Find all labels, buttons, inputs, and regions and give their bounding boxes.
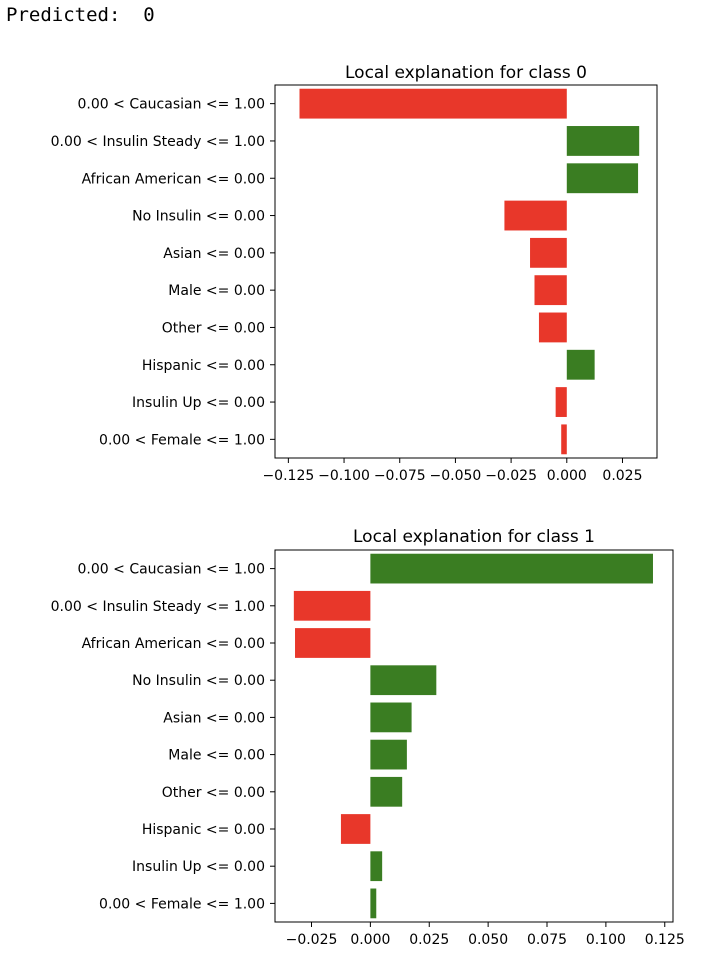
category-label: Male <= 0.00	[168, 283, 265, 299]
bar	[530, 237, 567, 268]
x-tick-label: 0.000	[350, 932, 390, 948]
chart-title: Local explanation for class 0	[345, 63, 587, 83]
category-label: Other <= 0.00	[162, 785, 265, 801]
category-label: 0.00 < Caucasian <= 1.00	[78, 97, 265, 113]
bar	[370, 665, 437, 696]
x-tick-label: 0.025	[409, 932, 449, 948]
x-tick-label: −0.100	[318, 468, 370, 484]
category-label: 0.00 < Female <= 1.00	[99, 432, 265, 448]
category-label: 0.00 < Insulin Steady <= 1.00	[51, 599, 265, 615]
category-label: Hispanic <= 0.00	[142, 822, 265, 838]
axes-frame	[274, 84, 658, 459]
bar	[370, 553, 653, 584]
x-tick-label: 0.100	[586, 932, 626, 948]
predicted-line: Predicted: 0	[6, 4, 155, 26]
x-tick-label: 0.000	[547, 468, 587, 484]
bar	[555, 387, 567, 417]
x-tick-label: 0.050	[468, 932, 508, 948]
category-label: Hispanic <= 0.00	[142, 358, 265, 374]
bar	[370, 702, 412, 733]
bar	[370, 888, 377, 919]
category-label: Other <= 0.00	[162, 320, 265, 336]
bar	[566, 349, 595, 380]
bar	[561, 424, 567, 455]
bar	[566, 126, 640, 156]
axes-frame	[274, 549, 674, 923]
x-tick-label: −0.025	[485, 468, 537, 484]
category-label: 0.00 < Female <= 1.00	[99, 896, 265, 912]
x-tick-label: −0.050	[430, 468, 482, 484]
chart-title: Local explanation for class 1	[353, 527, 595, 547]
category-label: Asian <= 0.00	[163, 246, 265, 262]
category-label: African American <= 0.00	[82, 171, 265, 187]
x-tick-label: −0.125	[262, 468, 314, 484]
category-label: No Insulin <= 0.00	[132, 209, 265, 225]
chart-0: 0.00 < Caucasian <= 1.00 0.00 < Insulin S…	[51, 63, 658, 484]
predicted-label: Predicted:	[6, 4, 121, 26]
bar	[295, 628, 371, 658]
category-label: 0.00 < Insulin Steady <= 1.00	[51, 134, 265, 150]
bar	[566, 163, 639, 194]
chart-1: 0.00 < Caucasian <= 1.00 0.00 < Insulin S…	[51, 527, 685, 948]
category-label: Asian <= 0.00	[163, 710, 265, 726]
category-label: African American <= 0.00	[82, 636, 265, 652]
bar	[504, 200, 567, 231]
bar	[299, 88, 567, 119]
x-tick-label: 0.125	[645, 932, 685, 948]
bar	[340, 814, 371, 844]
bar	[293, 590, 371, 621]
category-label: Insulin Up <= 0.00	[132, 395, 265, 411]
predicted-value: 0	[143, 4, 155, 26]
category-label: Male <= 0.00	[168, 748, 265, 764]
bar	[534, 275, 567, 306]
bar	[370, 851, 383, 882]
category-label: 0.00 < Caucasian <= 1.00	[78, 562, 265, 578]
x-tick-label: 0.075	[527, 932, 567, 948]
bar	[370, 739, 407, 770]
bar	[370, 776, 403, 807]
x-tick-label: −0.075	[374, 468, 426, 484]
bar	[538, 312, 567, 343]
x-tick-label: −0.025	[286, 932, 338, 948]
x-tick-label: 0.025	[602, 468, 642, 484]
category-label: Insulin Up <= 0.00	[132, 859, 265, 875]
category-label: No Insulin <= 0.00	[132, 673, 265, 689]
